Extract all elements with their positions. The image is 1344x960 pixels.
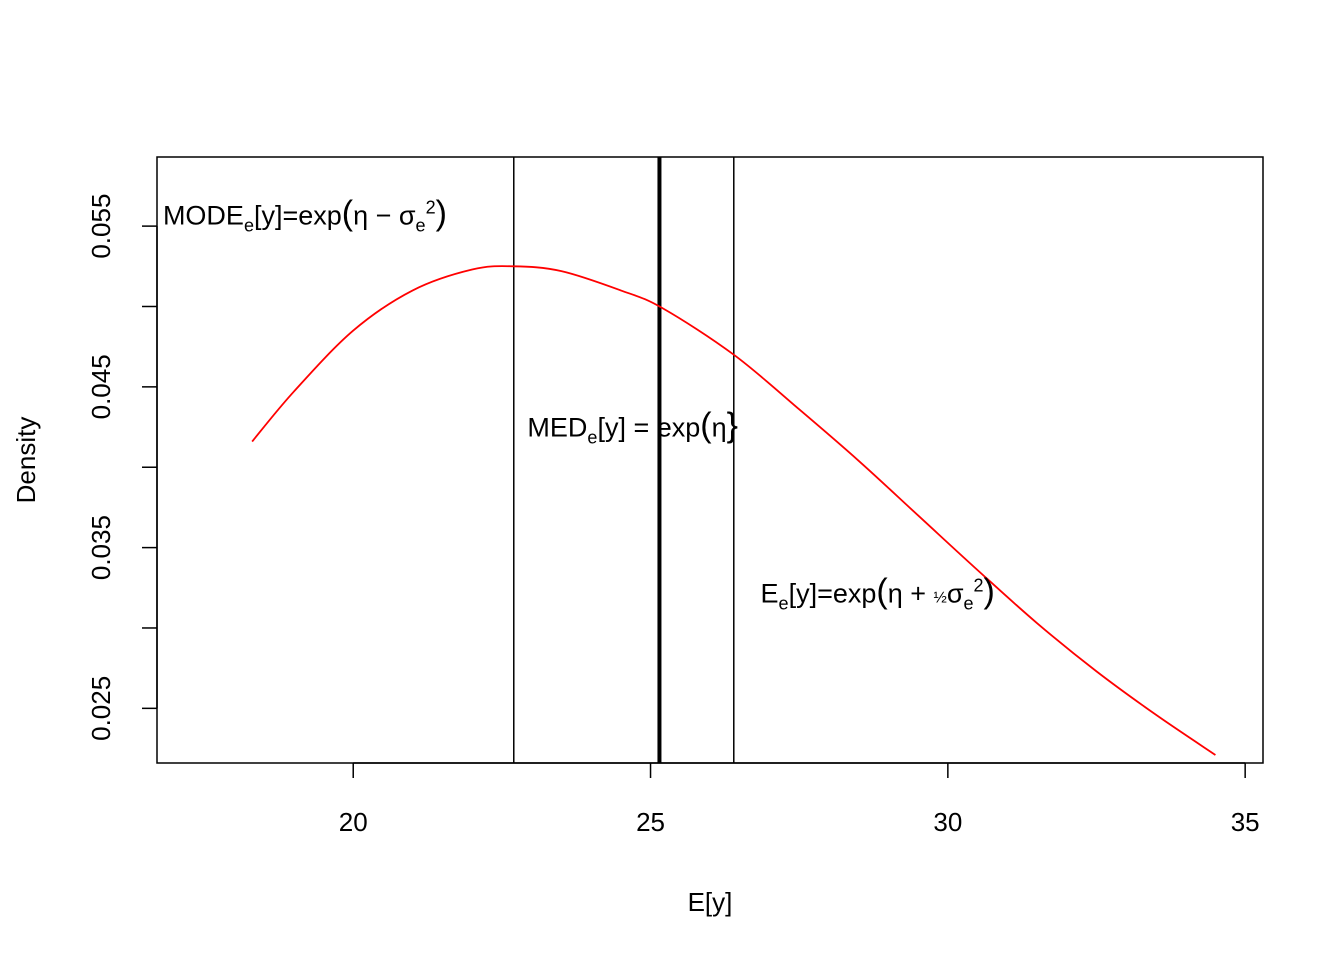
reference-lines	[513, 157, 735, 763]
y-tick-label: 0.045	[86, 354, 116, 419]
x-tick-label: 30	[933, 807, 962, 837]
density-curve	[251, 265, 1216, 756]
annotations: MODEe[y]=exp(η − σe2) MEDe[y] = exp(η} Ee[…	[163, 195, 995, 614]
mean-annotation: Ee[y]=exp(η + ½σe2)	[761, 572, 995, 613]
y-tick-label: 0.025	[86, 676, 116, 741]
x-tick-label: 35	[1231, 807, 1260, 837]
y-axis-label: Density	[11, 417, 41, 504]
y-tick-label: 0.055	[86, 194, 116, 259]
x-axis: 20 25 30 35	[339, 762, 1260, 837]
y-tick-label: 0.035	[86, 515, 116, 580]
x-tick-label: 20	[339, 807, 368, 837]
median-annotation: MEDe[y] = exp(η}	[527, 407, 738, 448]
x-tick-label: 25	[636, 807, 665, 837]
mode-annotation: MODEe[y]=exp(η − σe2)	[163, 195, 447, 236]
series-group	[251, 265, 1216, 756]
y-axis: 0.025 0.035 0.045 0.055	[86, 194, 158, 741]
x-axis-label: E[y]	[688, 887, 733, 917]
